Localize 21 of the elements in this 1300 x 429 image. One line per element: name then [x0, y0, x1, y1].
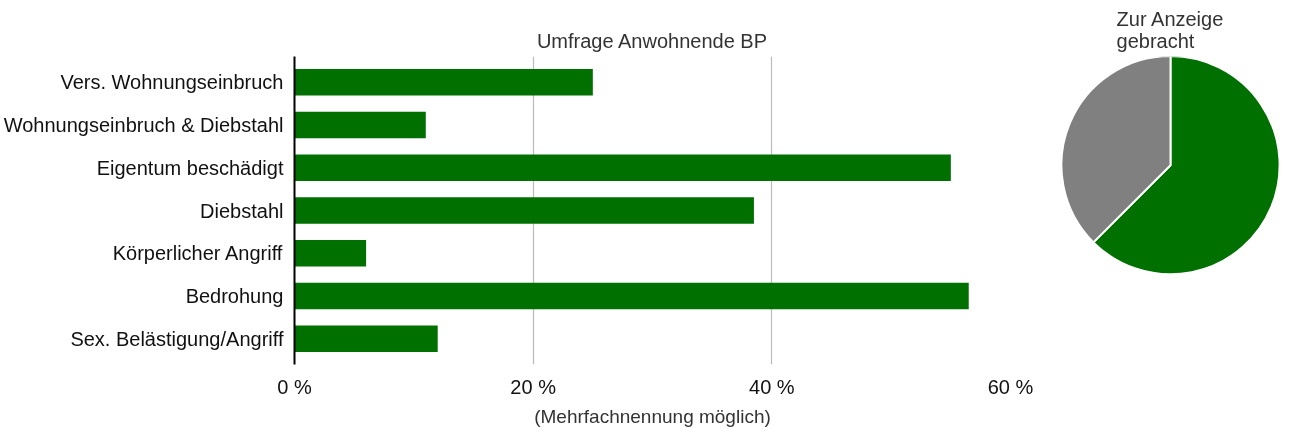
bar	[294, 68, 593, 96]
bar	[294, 111, 426, 139]
chart-title: Zur Anzeige gebracht	[1116, 7, 1224, 52]
bar	[294, 325, 438, 353]
chart-title: Umfrage Anwohnende BP	[536, 29, 768, 52]
bar	[294, 154, 951, 181]
x-tick-label: 40 %	[749, 375, 795, 398]
x-tick-label: 60 %	[987, 375, 1034, 398]
bar	[294, 240, 367, 267]
x-axis-title: (Mehrfachnennung möglich)	[534, 405, 771, 427]
y-tick-label: Körperlicher Angriff	[112, 242, 283, 265]
y-tick-label: Bedrohung	[185, 285, 284, 308]
bar	[294, 282, 969, 310]
bar	[294, 197, 754, 224]
y-tick-label: Sex. Belästigung/Angriff	[70, 327, 284, 350]
x-tick-label: 20 %	[510, 375, 557, 398]
y-tick-label: Diebstahl	[200, 199, 284, 222]
y-tick-label: Wohnungseinbruch & Diebstahl	[3, 113, 284, 136]
x-tick-label: 0 %	[277, 375, 312, 398]
y-tick-label: Vers. Wohnungseinbruch	[60, 71, 284, 94]
y-tick-label: Eigentum beschädigt	[96, 156, 284, 179]
